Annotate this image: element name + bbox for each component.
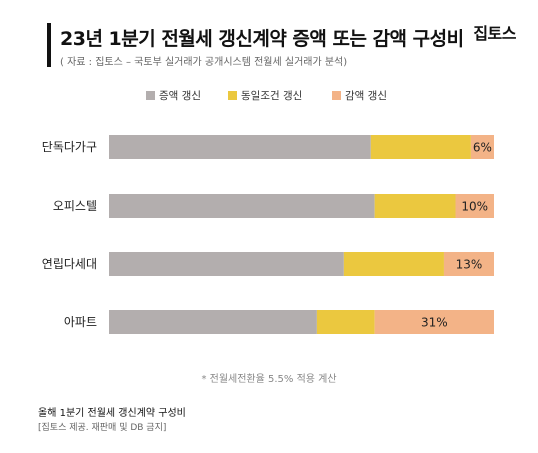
- category-label: 아파트: [64, 315, 97, 329]
- bar-segment-0: [109, 194, 375, 218]
- legend-swatch-0: [146, 91, 155, 100]
- data-label: 13%: [456, 258, 483, 272]
- bar-segment-1: [316, 310, 375, 334]
- category-label: 오피스텔: [53, 199, 97, 213]
- bar-segment-2: [443, 252, 494, 276]
- legend-swatch-2: [332, 91, 341, 100]
- category-label: 단독다가구: [42, 140, 97, 154]
- bar-segment-2: [374, 310, 494, 334]
- bar-segment-0: [109, 310, 317, 334]
- caption: 올해 1분기 전월세 갱신계약 구성비: [38, 408, 186, 419]
- bar-segment-0: [109, 252, 344, 276]
- data-label: 6%: [473, 141, 492, 155]
- bar-segment-1: [370, 135, 471, 159]
- bar-segment-2: [470, 135, 494, 159]
- legend-label-1: 동일조건 갱신: [241, 89, 302, 102]
- data-label: 31%: [421, 316, 448, 330]
- bar-segment-1: [343, 252, 444, 276]
- footnote: * 전월세전환율 5.5% 적용 계산: [201, 374, 337, 385]
- category-label: 연립다세대: [42, 257, 97, 271]
- credit: [집토스 제공. 재판매 및 DB 금지]: [38, 423, 167, 433]
- bar-segment-1: [374, 194, 456, 218]
- chart-source: ( 자료 : 집토스 – 국토부 실거래가 공개시스템 전월세 실거래가 분석): [60, 57, 348, 68]
- legend-swatch-1: [228, 91, 237, 100]
- legend-label-2: 감액 갱신: [345, 90, 387, 102]
- title-accent-bar: [47, 23, 51, 67]
- brand-logo: 집토스: [473, 24, 516, 43]
- chart-title: 23년 1분기 전월세 갱신계약 증액 또는 감액 구성비: [60, 28, 464, 50]
- bar-segment-2: [455, 194, 494, 218]
- data-label: 10%: [461, 200, 488, 214]
- legend-label-0: 증액 갱신: [159, 90, 201, 102]
- bar-segment-0: [109, 135, 371, 159]
